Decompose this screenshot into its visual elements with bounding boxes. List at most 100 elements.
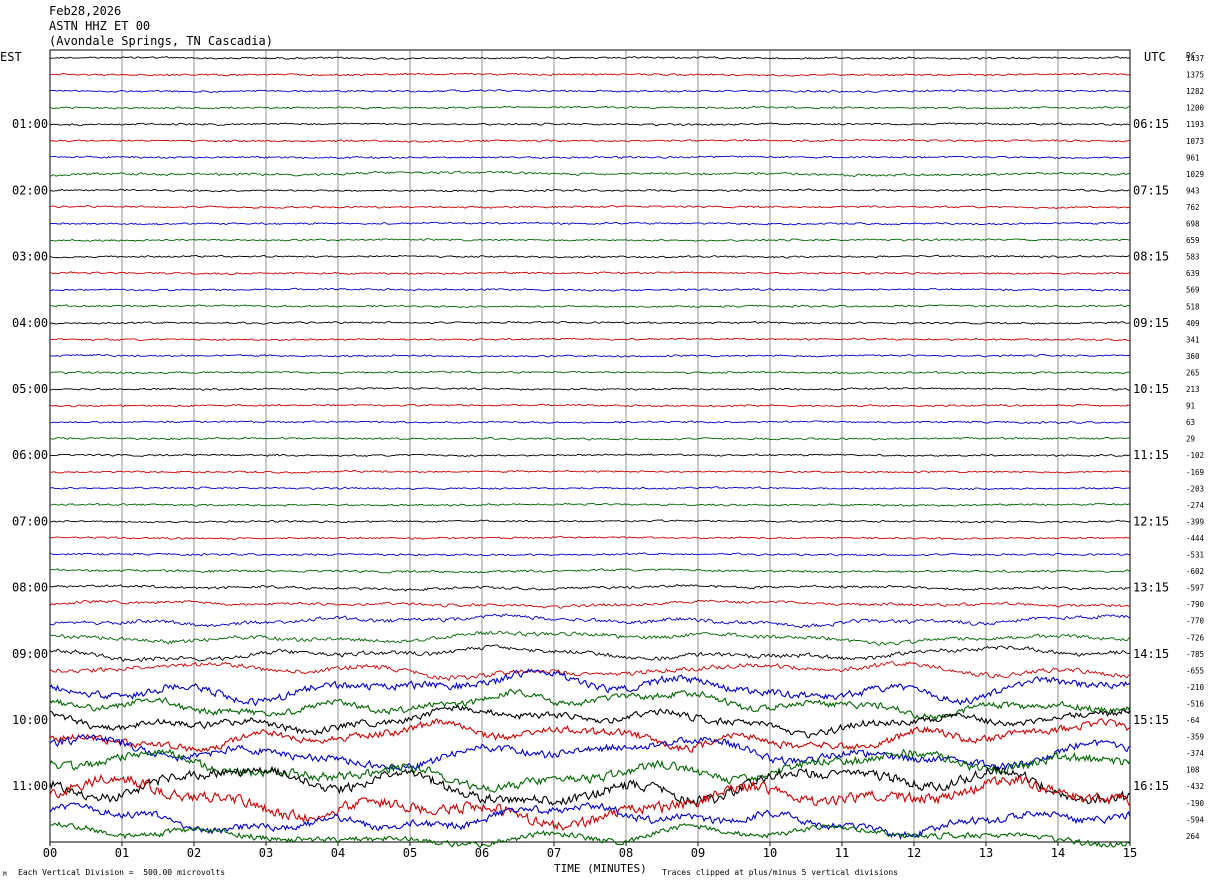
trace-line — [49, 105, 1131, 110]
trace-line — [49, 155, 1131, 160]
trace-line — [49, 704, 1131, 739]
trace-line — [49, 613, 1131, 629]
dc-offset-label: -399 — [1186, 517, 1204, 526]
trace-line — [49, 205, 1131, 209]
dc-offset-label: -359 — [1186, 733, 1204, 742]
trace-line — [49, 644, 1131, 662]
header-location: (Avondale Springs, TN Cascadia) — [49, 34, 273, 48]
dc-offset-label: 1282 — [1186, 87, 1204, 96]
trace-line — [49, 370, 1131, 375]
trace-line — [49, 748, 1131, 793]
trace-line — [49, 386, 1131, 391]
est-hour-label: 08:00 — [12, 581, 48, 595]
x-tick-label: 10 — [763, 846, 777, 860]
trace-line — [49, 271, 1130, 276]
dc-offset-label: 1437 — [1186, 54, 1204, 63]
trace-line — [49, 221, 1131, 226]
utc-label: UTC — [1144, 50, 1166, 64]
dc-offset-label: -444 — [1186, 534, 1205, 543]
x-tick-label: 06 — [475, 846, 489, 860]
trace-line — [49, 453, 1131, 458]
utc-hour-label: 10:15 — [1133, 382, 1169, 396]
trace-line — [49, 802, 1131, 840]
x-tick-label: 09 — [691, 846, 705, 860]
x-axis-title: TIME (MINUTES) — [554, 862, 647, 875]
header-station: ASTN HHZ ET 00 — [49, 19, 151, 33]
dc-offset-label: 639 — [1186, 269, 1200, 278]
trace-line — [49, 138, 1131, 143]
x-tick-label: 13 — [979, 846, 993, 860]
trace-line — [49, 403, 1130, 408]
trace-line — [49, 304, 1131, 309]
dc-offset-label: -785 — [1186, 650, 1204, 659]
est-hour-label: 04:00 — [12, 316, 48, 330]
dc-offset-label: 91 — [1186, 402, 1195, 411]
trace-line — [50, 254, 1131, 259]
x-tick-label: 04 — [331, 846, 345, 860]
clip-note: Traces clipped at plus/minus 5 vertical … — [662, 868, 899, 877]
trace-line — [49, 661, 1131, 682]
utc-hour-label: 06:15 — [1133, 117, 1169, 131]
trace-line — [49, 56, 1131, 60]
dc-offset-label: -790 — [1186, 600, 1205, 609]
trace-line — [49, 535, 1131, 541]
dc-offset-label: 409 — [1186, 319, 1200, 328]
est-hour-label: 03:00 — [12, 250, 48, 264]
dc-offset-label: -190 — [1186, 799, 1205, 808]
utc-hour-label: 07:15 — [1133, 183, 1169, 197]
est-hour-label: 09:00 — [12, 647, 48, 661]
utc-hour-label: 12:15 — [1133, 514, 1169, 528]
x-tick-label: 00 — [43, 846, 57, 860]
dc-offset-label: 762 — [1186, 203, 1200, 212]
dc-offset-label: -169 — [1186, 468, 1204, 477]
dc-offset-label: 943 — [1186, 186, 1200, 195]
dc-offset-label: 213 — [1186, 385, 1200, 394]
dc-offset-label: -203 — [1186, 484, 1204, 493]
est-hour-label: 07:00 — [12, 514, 48, 528]
dc-offset-label: -602 — [1186, 567, 1204, 576]
dc-offset-label: -274 — [1186, 501, 1205, 510]
trace-line — [49, 630, 1131, 646]
x-tick-label: 03 — [259, 846, 273, 860]
trace-line — [49, 188, 1131, 193]
trace-line — [49, 469, 1131, 474]
dc-offset-label: -597 — [1186, 584, 1204, 593]
dc-offset-label: 659 — [1186, 236, 1200, 245]
trace-line — [49, 668, 1131, 707]
trace-line — [49, 568, 1131, 574]
dc-offset-label: 1029 — [1186, 170, 1204, 179]
x-tick-label: 05 — [403, 846, 417, 860]
trace-line — [49, 353, 1131, 358]
trace-line — [49, 320, 1131, 325]
dc-offset-label: 583 — [1186, 253, 1200, 262]
est-hour-label: 06:00 — [12, 448, 48, 462]
trace-line — [50, 337, 1131, 342]
utc-hour-label: 16:15 — [1133, 779, 1169, 793]
dc-offset-label: -516 — [1186, 699, 1205, 708]
dc-offset-label: 1375 — [1186, 71, 1204, 80]
dc-offset-label: -655 — [1186, 666, 1204, 675]
dc-offset-label: 29 — [1186, 435, 1195, 444]
trace-line — [49, 599, 1131, 609]
trace-line — [49, 519, 1131, 524]
trace-line — [49, 122, 1131, 127]
dc-offset-label: 1073 — [1186, 137, 1204, 146]
dc-label: DC — [1186, 51, 1196, 60]
utc-hour-label: 13:15 — [1133, 581, 1169, 595]
trace-line — [49, 583, 1131, 592]
trace-line — [50, 552, 1131, 557]
dc-offset-label: 360 — [1186, 352, 1200, 361]
dc-offset-label: 518 — [1186, 302, 1200, 311]
trace-line — [49, 170, 1131, 178]
dc-offset-label: 264 — [1186, 832, 1200, 841]
dc-offset-label: 63 — [1186, 418, 1195, 427]
trace-line — [49, 436, 1131, 441]
dc-offset-label: -770 — [1186, 617, 1205, 626]
x-tick-label: 07 — [547, 846, 561, 860]
dc-offset-label: 961 — [1186, 153, 1200, 162]
dc-offset-label: -64 — [1186, 716, 1200, 725]
x-tick-label: 12 — [907, 846, 921, 860]
est-hour-label: 02:00 — [12, 183, 48, 197]
dc-offset-label: 569 — [1186, 286, 1200, 295]
